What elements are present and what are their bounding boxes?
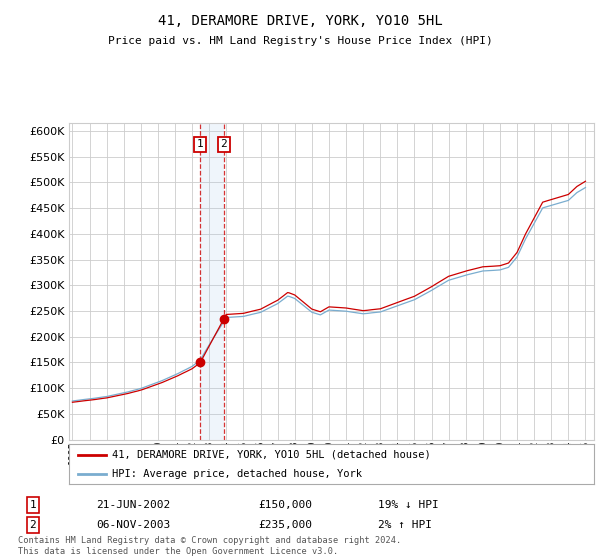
Text: 41, DERAMORE DRIVE, YORK, YO10 5HL (detached house): 41, DERAMORE DRIVE, YORK, YO10 5HL (deta…	[112, 450, 431, 460]
Text: 1: 1	[29, 500, 37, 510]
Text: £235,000: £235,000	[258, 520, 312, 530]
Text: £150,000: £150,000	[258, 500, 312, 510]
Text: Contains HM Land Registry data © Crown copyright and database right 2024.
This d: Contains HM Land Registry data © Crown c…	[18, 536, 401, 556]
Text: 2: 2	[29, 520, 37, 530]
Text: 2% ↑ HPI: 2% ↑ HPI	[378, 520, 432, 530]
Text: 2: 2	[220, 139, 227, 150]
Text: 06-NOV-2003: 06-NOV-2003	[96, 520, 170, 530]
Text: 41, DERAMORE DRIVE, YORK, YO10 5HL: 41, DERAMORE DRIVE, YORK, YO10 5HL	[158, 14, 442, 28]
Text: Price paid vs. HM Land Registry's House Price Index (HPI): Price paid vs. HM Land Registry's House …	[107, 36, 493, 46]
Text: HPI: Average price, detached house, York: HPI: Average price, detached house, York	[112, 469, 362, 478]
Bar	[200, 123, 224, 440]
Text: 21-JUN-2002: 21-JUN-2002	[96, 500, 170, 510]
Text: 19% ↓ HPI: 19% ↓ HPI	[378, 500, 439, 510]
Text: 1: 1	[197, 139, 203, 150]
